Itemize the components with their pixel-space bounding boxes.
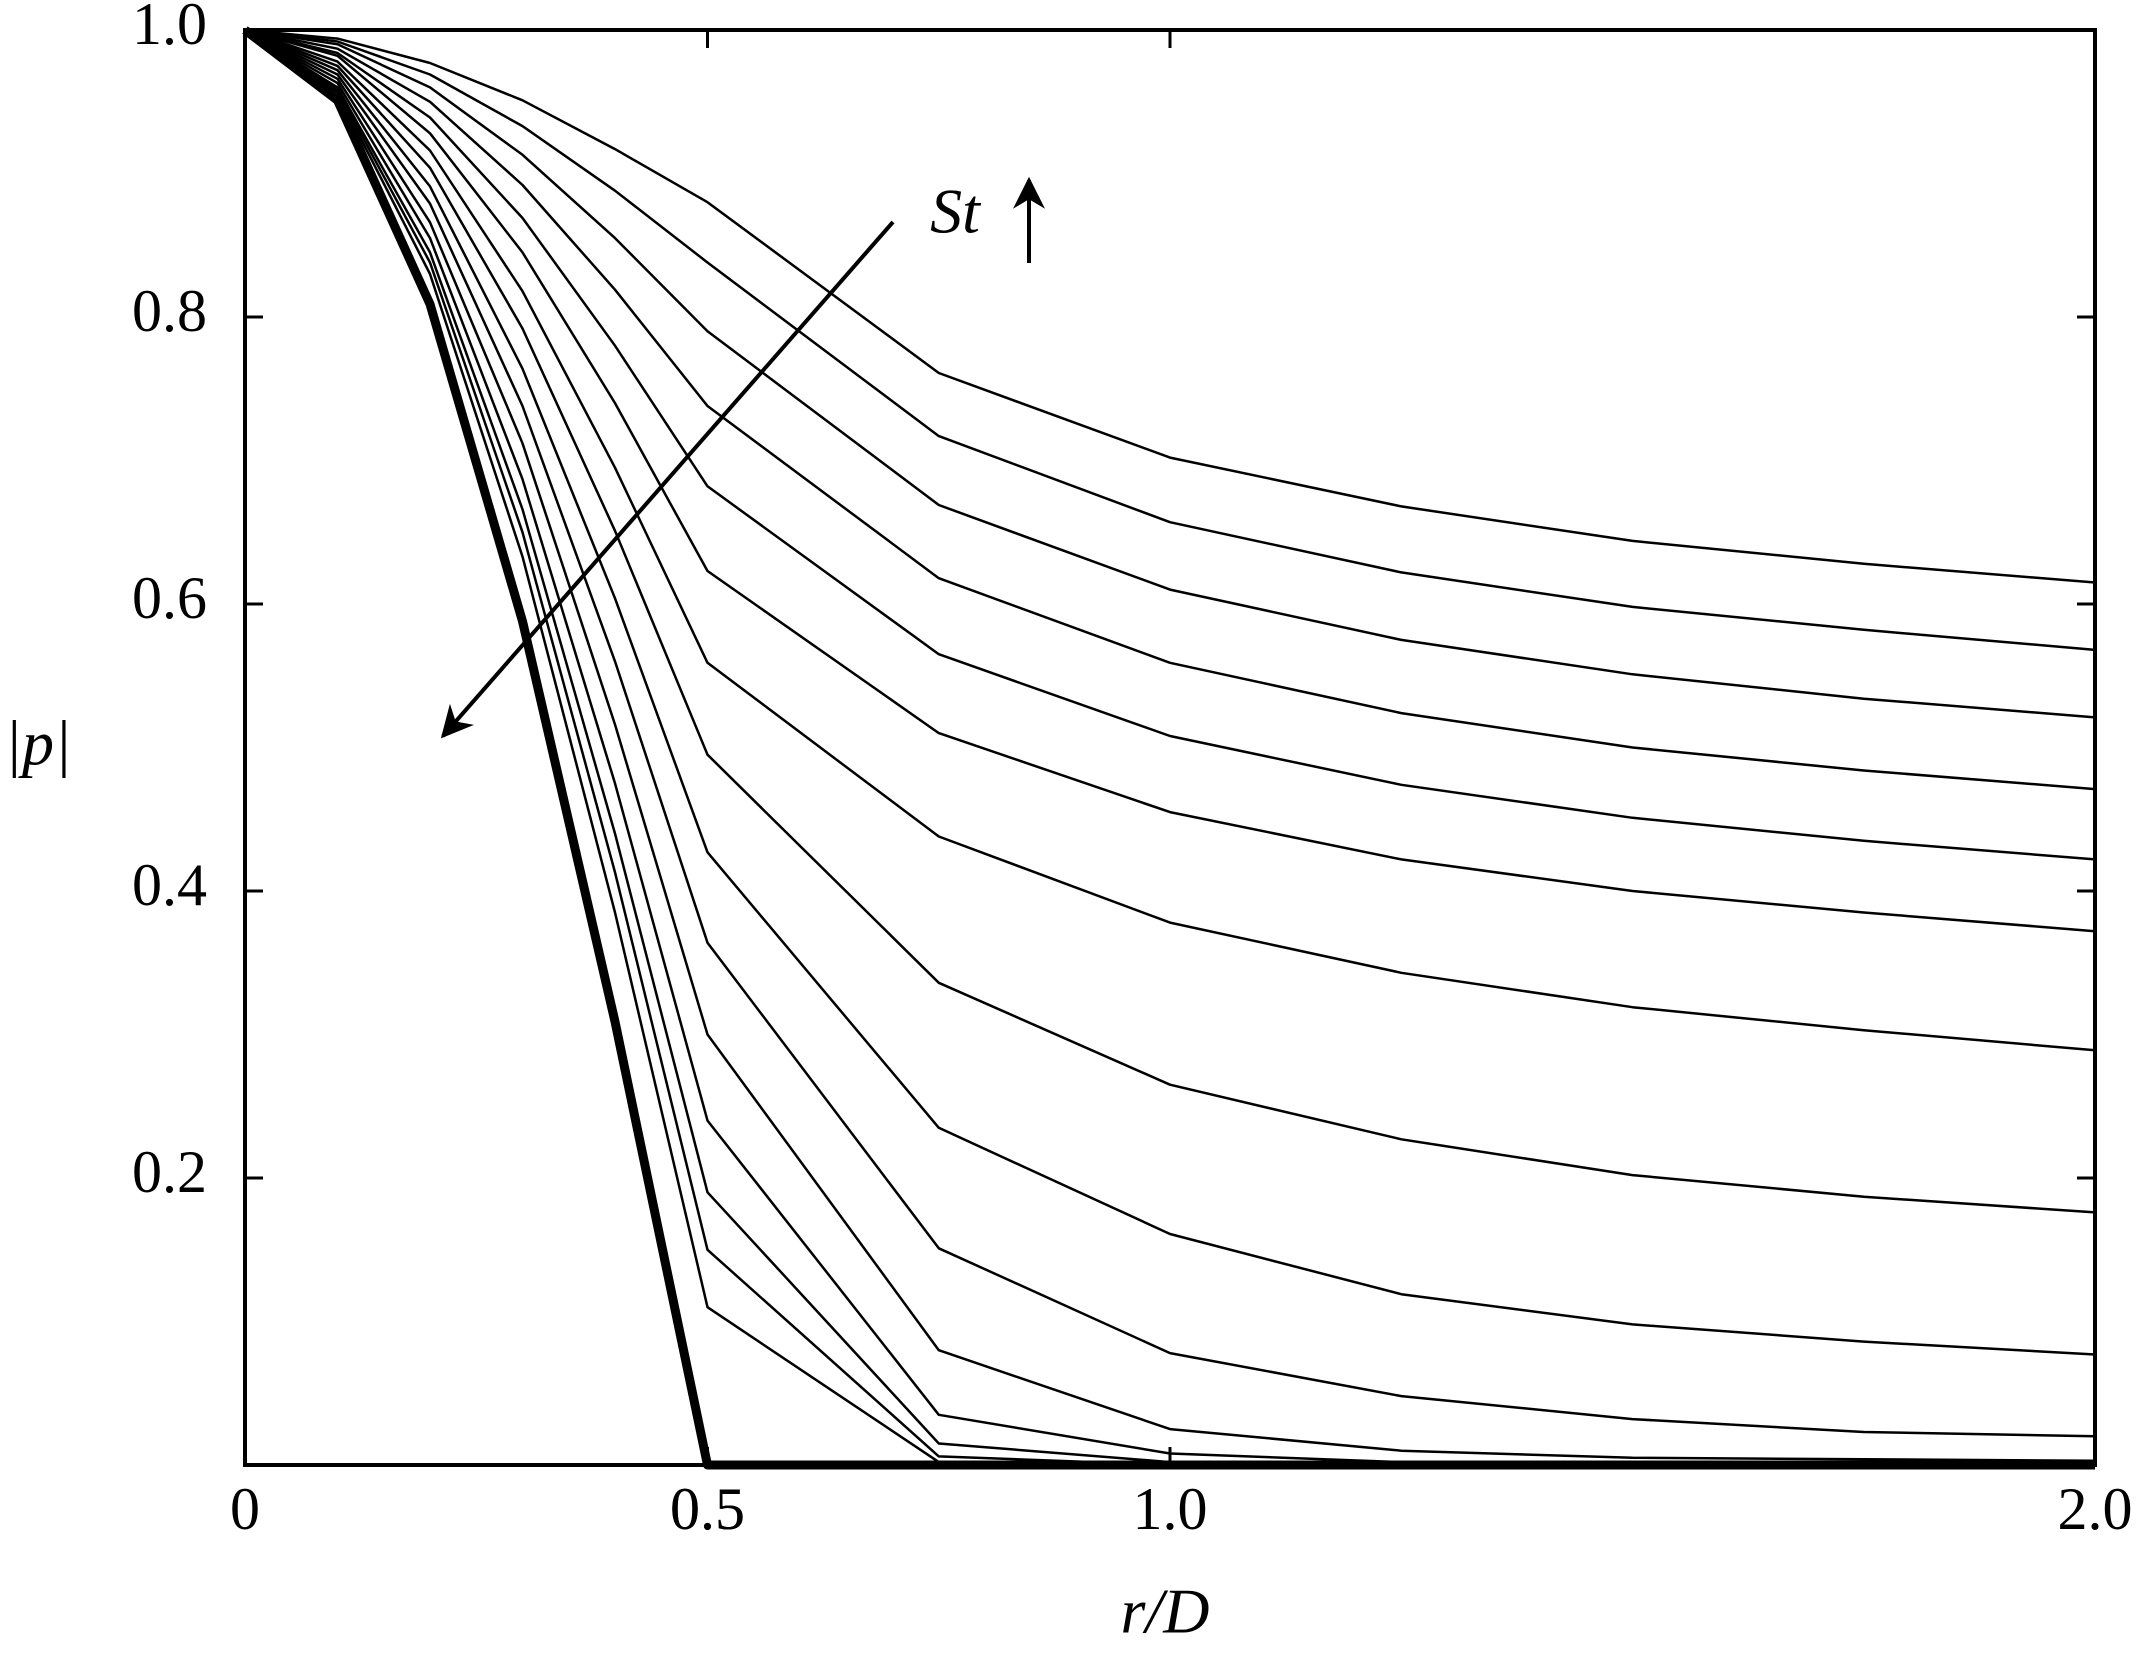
data-line (244, 28, 2096, 1356)
x-tick-label: 0.5 (670, 1476, 745, 1542)
data-line (244, 28, 2096, 652)
y-tick-label: 0.2 (132, 1139, 207, 1205)
y-tick-label: 1.0 (132, 0, 207, 57)
data-line (244, 28, 2095, 1467)
y-tick-label: 0.6 (132, 565, 207, 631)
data-line (244, 28, 2095, 1467)
y-tick-label: 0.8 (132, 278, 207, 344)
annotation: St (930, 176, 982, 247)
data-line (244, 28, 2096, 584)
y-axis-label: |p| (4, 708, 71, 779)
data-line (244, 28, 2096, 1052)
data-line (244, 28, 2096, 933)
data-line (244, 28, 2095, 1467)
data-line (244, 28, 2096, 1438)
data-line (244, 28, 2096, 719)
data-line (244, 28, 2096, 1214)
trend-arrow (440, 220, 895, 739)
data-line (244, 28, 2095, 1467)
x-tick-label: 1.0 (1133, 1476, 1208, 1542)
data-line (244, 28, 2096, 861)
data-line (244, 28, 2096, 1462)
x-tick-label: 0.5 (670, 1476, 745, 1542)
x-tick-label: 0 (230, 1476, 260, 1542)
y-tick-label: 0.4 (132, 852, 207, 918)
x-tick-label: 2.0 (2058, 1476, 2133, 1542)
plot-frame (243, 28, 2097, 1467)
data-line (242, 26, 2095, 1470)
x-axis-label: r/D (1121, 1576, 1210, 1647)
data-line (244, 28, 2096, 791)
